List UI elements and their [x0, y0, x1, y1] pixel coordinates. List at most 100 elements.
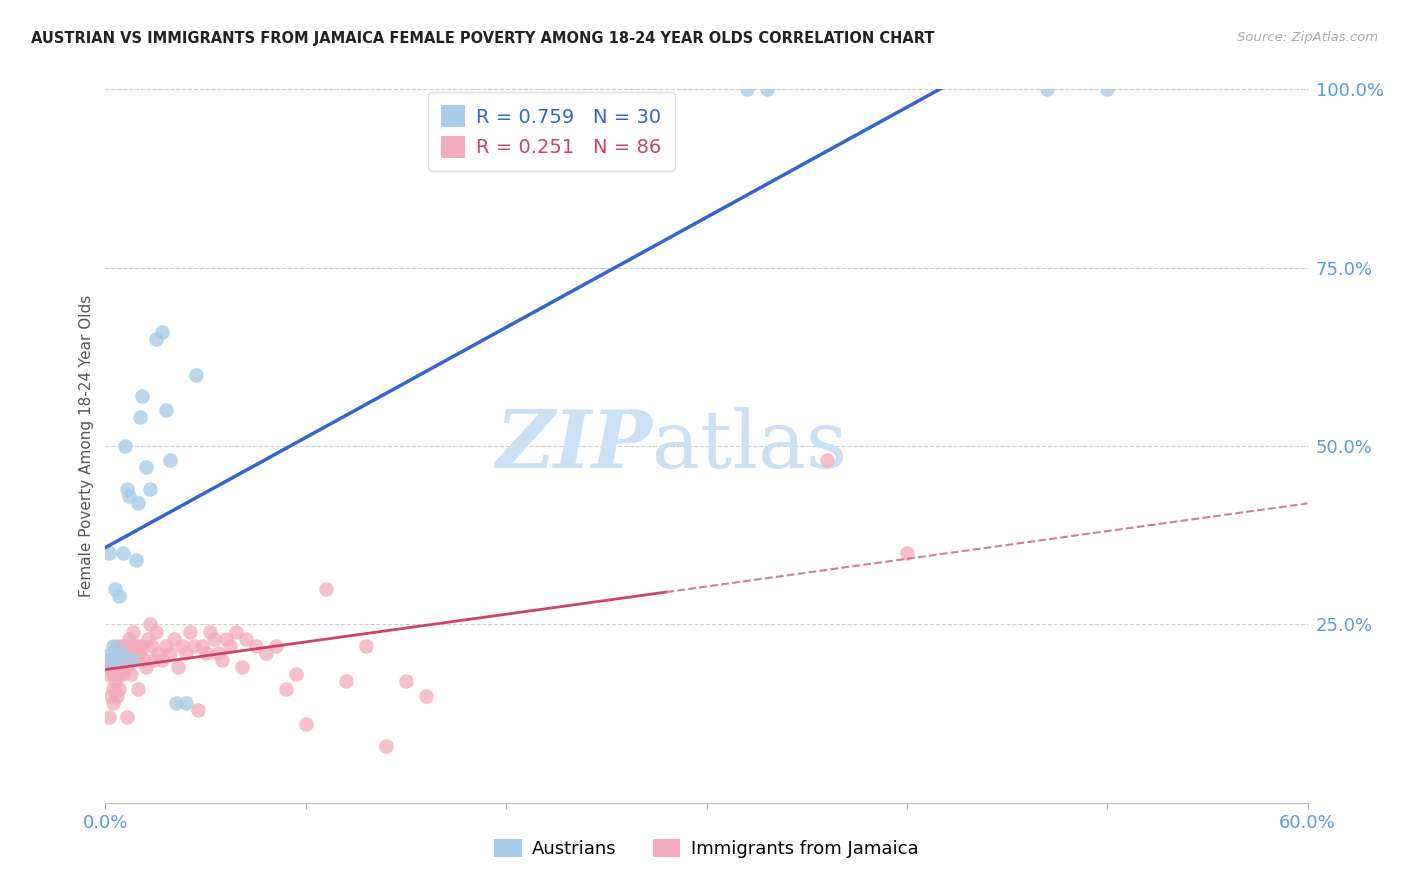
Point [110, 660, 132, 674]
Point [146, 646, 169, 660]
Text: Source: ZipAtlas.com: Source: ZipAtlas.com [1237, 31, 1378, 45]
Point [170, 639, 193, 653]
Point [211, 653, 233, 667]
Point [735, 82, 758, 96]
Point [274, 681, 297, 696]
Point [107, 653, 129, 667]
Point [107, 689, 129, 703]
Legend: Austrians, Immigrants from Jamaica: Austrians, Immigrants from Jamaica [488, 831, 925, 865]
Point [184, 368, 207, 382]
Point [107, 660, 129, 674]
Point [108, 589, 131, 603]
Point [114, 646, 136, 660]
Point [207, 646, 229, 660]
Point [202, 632, 225, 646]
Point [225, 624, 247, 639]
Point [218, 639, 240, 653]
Point [112, 667, 135, 681]
Point [107, 653, 129, 667]
Point [150, 653, 173, 667]
Point [131, 639, 153, 653]
Point [108, 667, 131, 681]
Point [415, 689, 437, 703]
Point [104, 674, 127, 689]
Point [162, 632, 184, 646]
Point [127, 681, 149, 696]
Point [145, 332, 167, 346]
Point [145, 624, 167, 639]
Point [104, 646, 127, 660]
Point [117, 660, 139, 674]
Point [284, 667, 307, 681]
Point [108, 681, 131, 696]
Point [138, 482, 160, 496]
Point [112, 546, 135, 560]
Point [138, 617, 160, 632]
Point [159, 453, 181, 467]
Point [96, 653, 118, 667]
Point [103, 667, 125, 681]
Point [374, 739, 398, 753]
Point [118, 646, 141, 660]
Point [755, 82, 778, 96]
Point [114, 653, 136, 667]
Point [335, 674, 357, 689]
Point [1036, 82, 1059, 96]
Point [114, 639, 136, 653]
Point [190, 639, 212, 653]
Point [214, 632, 236, 646]
Point [112, 660, 135, 674]
Point [128, 410, 150, 425]
Point [117, 710, 139, 724]
Point [107, 639, 129, 653]
Point [117, 482, 139, 496]
Point [118, 653, 141, 667]
Point [121, 653, 143, 667]
Point [98, 710, 121, 724]
Point [135, 660, 157, 674]
Point [198, 624, 221, 639]
Point [122, 639, 145, 653]
Point [264, 639, 287, 653]
Point [231, 660, 253, 674]
Point [174, 696, 197, 710]
Point [110, 646, 132, 660]
Point [354, 639, 377, 653]
Point [112, 653, 135, 667]
Point [395, 674, 418, 689]
Point [135, 460, 157, 475]
Point [121, 667, 143, 681]
Point [1097, 82, 1119, 96]
Point [150, 325, 173, 339]
Point [110, 646, 132, 660]
Point [295, 717, 318, 731]
Point [896, 546, 918, 560]
Point [142, 653, 165, 667]
Point [104, 667, 127, 681]
Point [98, 653, 121, 667]
Point [108, 646, 131, 660]
Point [104, 582, 127, 596]
Point [183, 639, 205, 653]
Point [131, 389, 153, 403]
Point [155, 639, 177, 653]
Point [166, 660, 188, 674]
Point [165, 696, 187, 710]
Point [254, 646, 277, 660]
Point [100, 653, 122, 667]
Point [103, 696, 125, 710]
Point [96, 667, 118, 681]
Point [245, 639, 267, 653]
Point [815, 453, 838, 467]
Point [159, 646, 181, 660]
Point [118, 489, 141, 503]
Point [155, 403, 177, 417]
Point [127, 639, 149, 653]
Point [174, 646, 197, 660]
Point [98, 546, 121, 560]
Point [132, 653, 155, 667]
Point [110, 639, 132, 653]
Point [179, 624, 201, 639]
Point [315, 582, 337, 596]
Point [235, 632, 257, 646]
